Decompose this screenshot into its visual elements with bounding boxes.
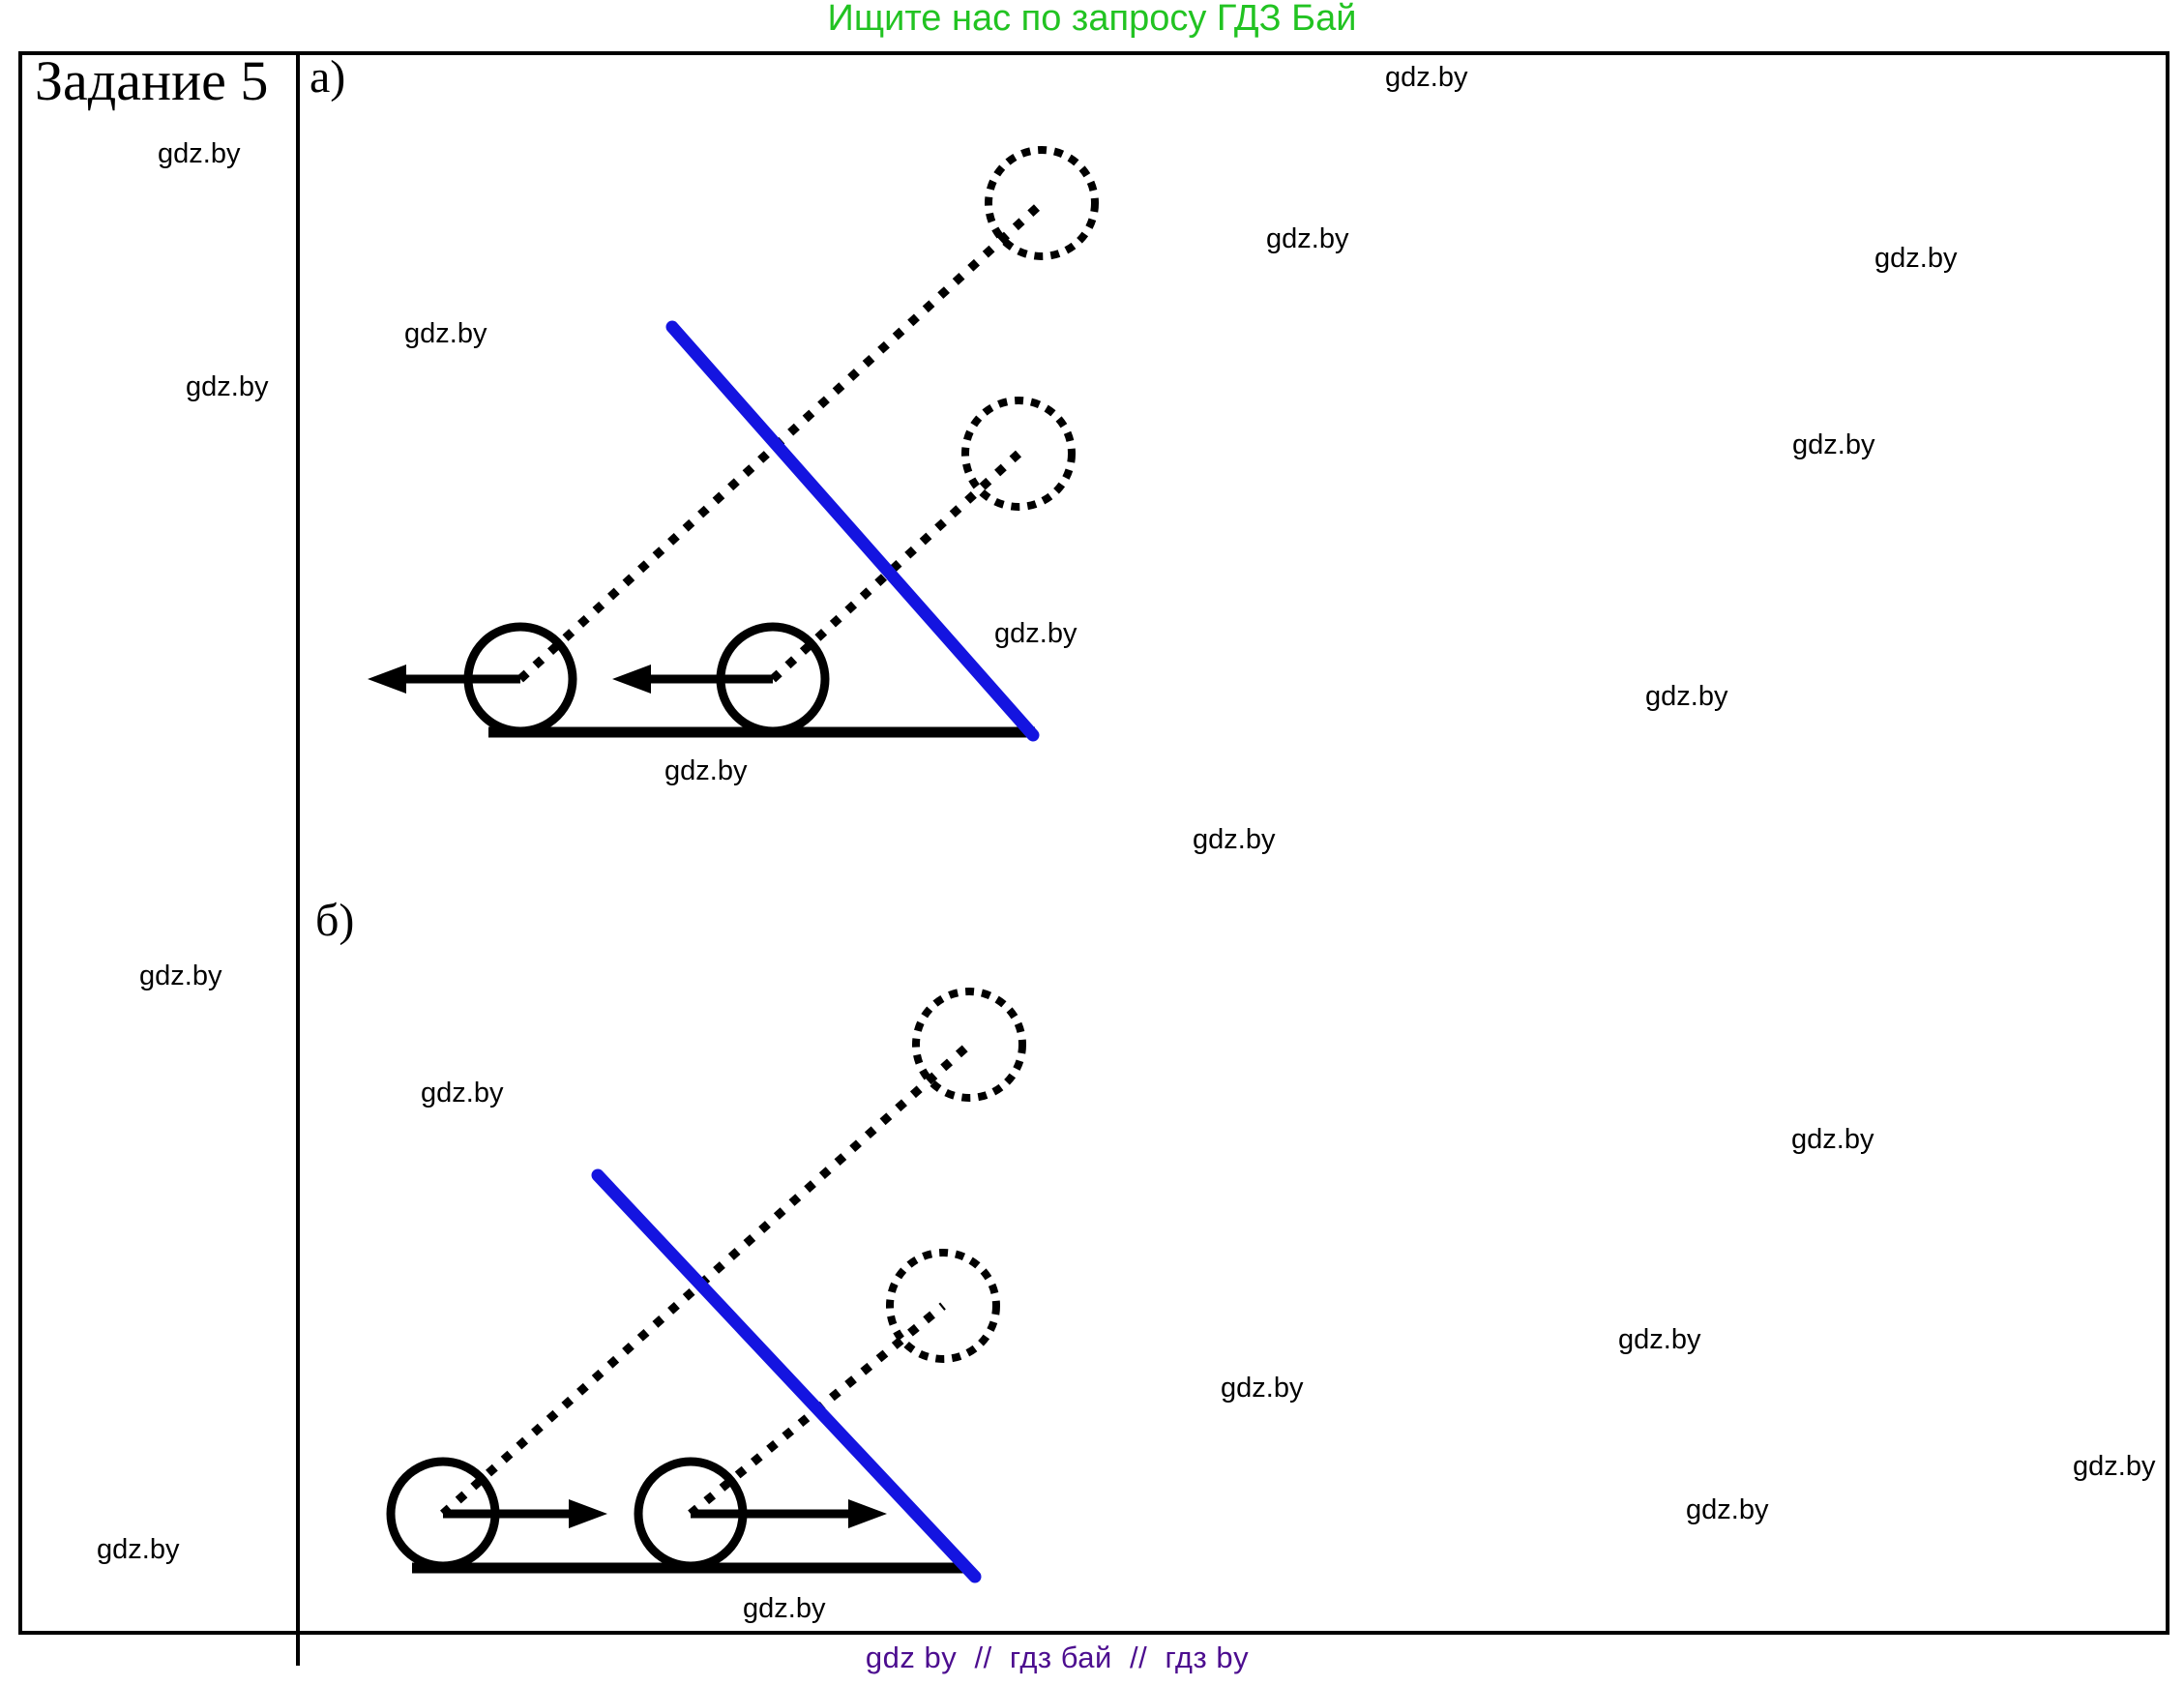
mirror-line-a xyxy=(665,320,1040,742)
sight-line-a-2 xyxy=(769,450,1022,683)
figure-b-drawing xyxy=(386,988,1026,1583)
figure-b-label: б) xyxy=(315,895,355,946)
velocity-arrow-b-2-head xyxy=(848,1499,887,1528)
watermark-gdz: gdz.by xyxy=(1874,243,1958,274)
watermark-gdz: gdz.by xyxy=(994,618,1077,649)
sight-line-b-1 xyxy=(440,1041,972,1518)
image-circle-b-1 xyxy=(912,988,1026,1102)
watermark-gdz: gdz.by xyxy=(1221,1373,1304,1404)
watermark-gdz: gdz.by xyxy=(1266,223,1349,254)
figure-a-label: а) xyxy=(310,51,346,103)
watermark-gdz: gdz.by xyxy=(743,1593,826,1624)
watermark-gdz: gdz.by xyxy=(1645,681,1728,712)
velocity-arrow-a-2-head xyxy=(612,665,651,694)
watermark-gdz: gdz.by xyxy=(1385,62,1468,93)
mirror-line-b xyxy=(591,1168,982,1583)
watermark-gdz: gdz.by xyxy=(664,755,748,786)
task-title: Задание 5 xyxy=(35,49,269,112)
watermark-gdz: gdz.by xyxy=(1193,824,1276,855)
promo-header: Ищите нас по запросу ГДЗ Бай xyxy=(827,0,1357,39)
watermark-gdz: gdz.by xyxy=(404,318,487,349)
task-table-border xyxy=(18,51,2169,1635)
watermark-gdz: gdz.by xyxy=(158,138,241,169)
task-table-divider xyxy=(296,51,300,1666)
figure-a-drawing xyxy=(368,146,1099,742)
image-circle-a-2 xyxy=(961,397,1076,511)
velocity-arrow-a-1-head xyxy=(368,665,406,694)
watermark-gdz: gdz.by xyxy=(1791,1124,1874,1155)
watermark-gdz: gdz.by xyxy=(421,1078,504,1109)
watermark-gdz: gdz.by xyxy=(139,961,222,991)
watermark-gdz: gdz.by xyxy=(186,371,269,402)
velocity-arrow-b-1-head xyxy=(569,1499,607,1528)
footer-promo: gdz by // гдз бай // гдз by xyxy=(865,1641,1250,1674)
watermark-gdz: gdz.by xyxy=(2073,1451,2156,1482)
watermark-gdz: gdz.by xyxy=(97,1534,180,1565)
watermark-gdz: gdz.by xyxy=(1792,429,1875,460)
image-circle-a-1 xyxy=(985,146,1099,260)
watermark-gdz: gdz.by xyxy=(1686,1494,1769,1525)
image-circle-b-2 xyxy=(886,1249,1000,1363)
watermark-gdz: gdz.by xyxy=(1618,1324,1701,1355)
